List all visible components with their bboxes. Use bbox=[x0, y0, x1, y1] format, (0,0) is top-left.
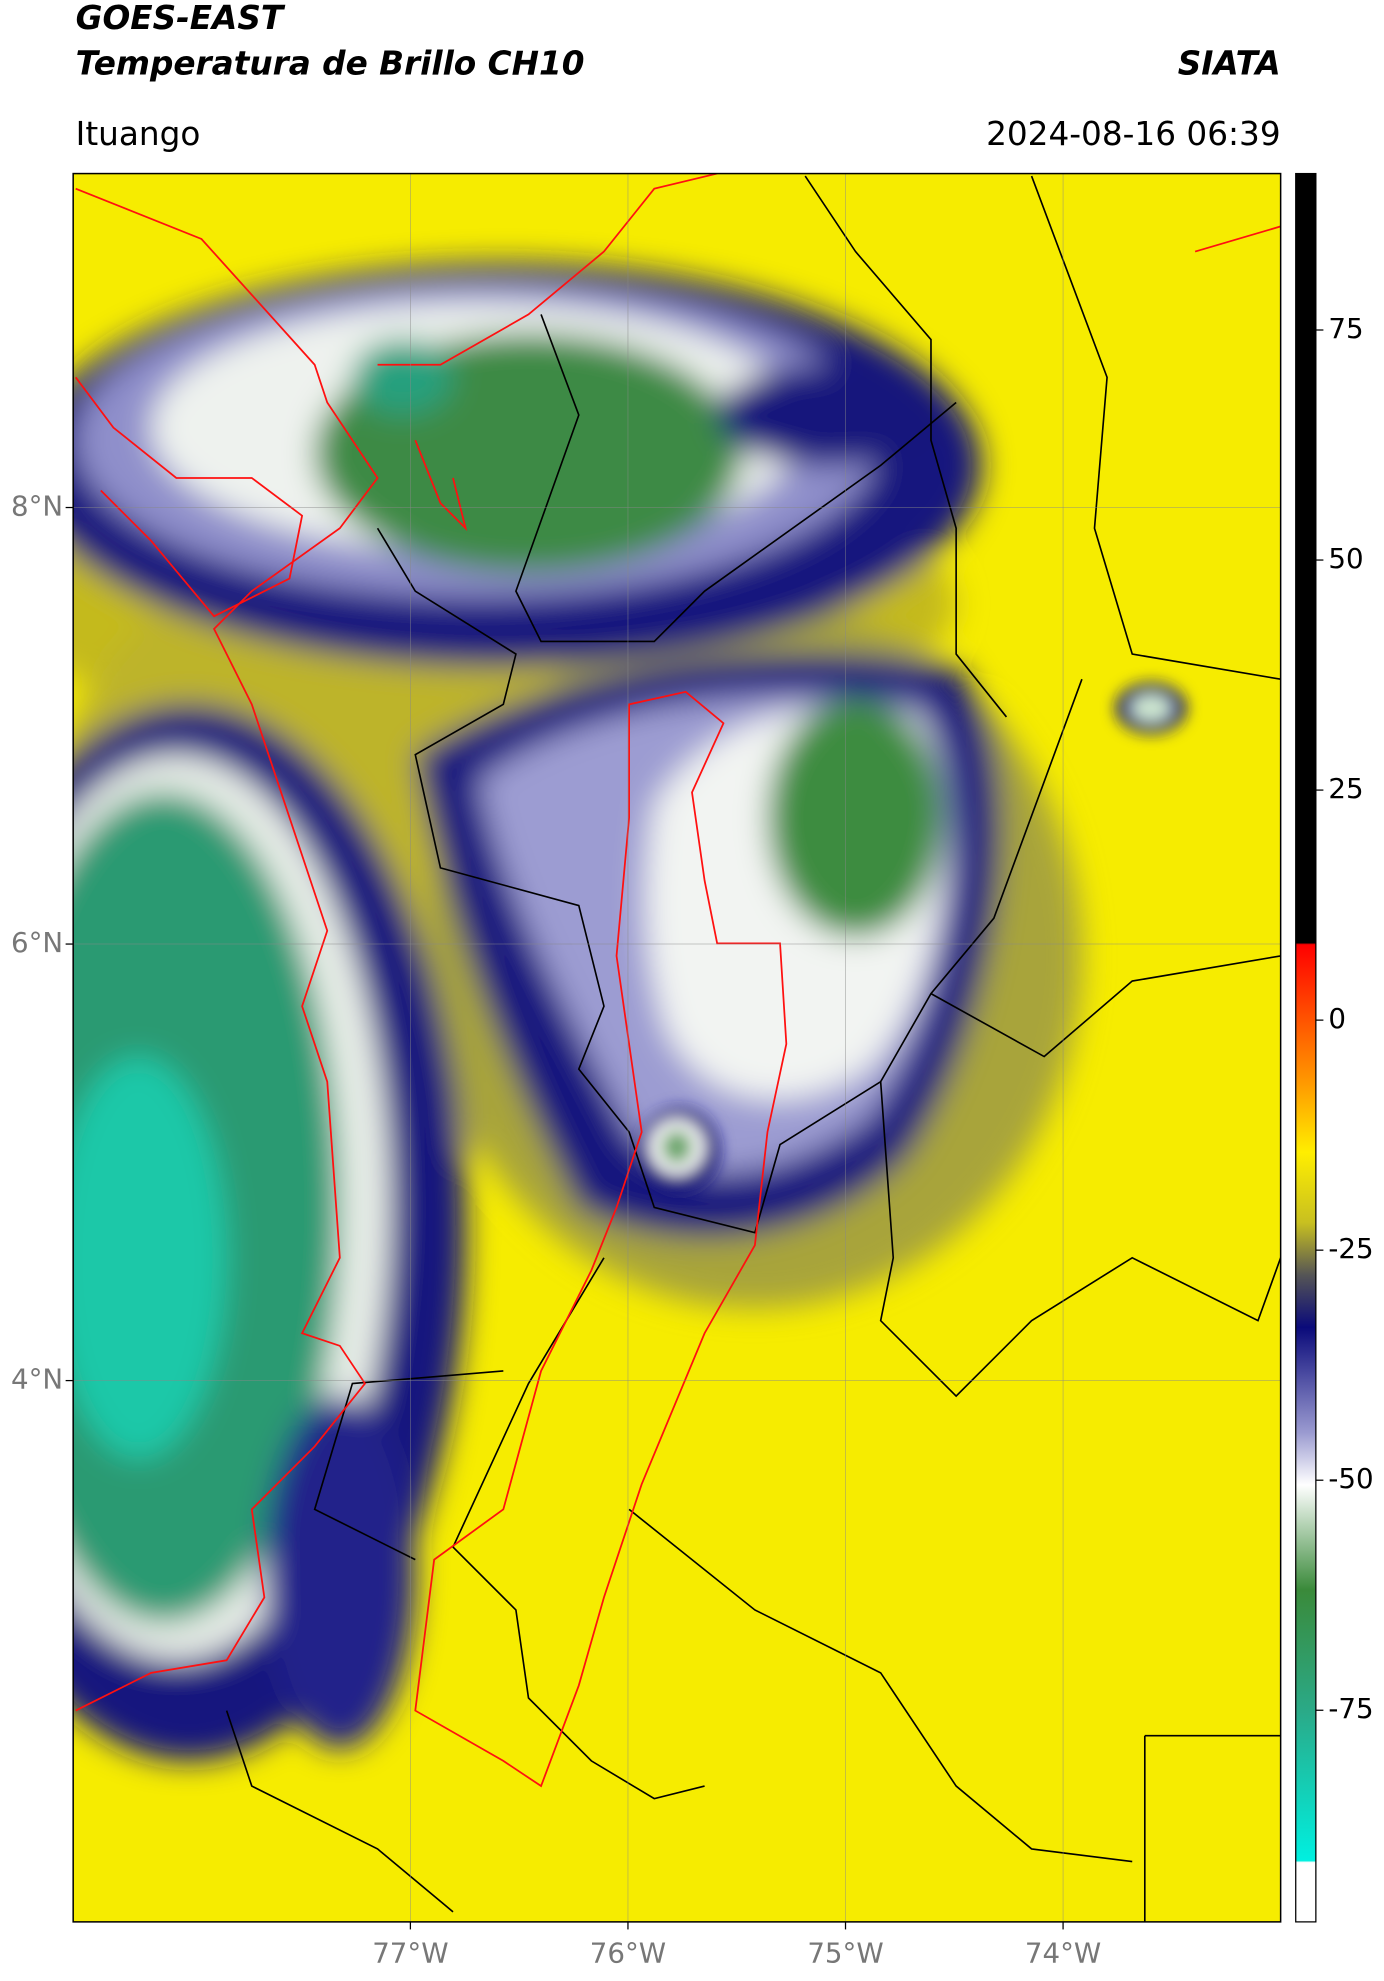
colorbar-tick-label: 50 bbox=[1328, 542, 1363, 575]
colorbar bbox=[1295, 172, 1317, 1923]
x-tick-label: 77°W bbox=[372, 1937, 448, 1970]
source: SIATA bbox=[1178, 44, 1281, 82]
colorbar-tick-label: -75 bbox=[1328, 1692, 1373, 1725]
region: Ituango bbox=[76, 115, 201, 153]
y-tick-label: 8°N bbox=[11, 490, 63, 523]
colorbar-tick-label: -50 bbox=[1328, 1462, 1373, 1495]
y-tick-label: 4°N bbox=[11, 1363, 63, 1396]
colorbar-tick-label: 25 bbox=[1328, 772, 1363, 805]
x-tick-label: 76°W bbox=[590, 1937, 666, 1970]
timestamp: 2024-08-16 06:39 bbox=[986, 115, 1281, 153]
subtitle: Temperatura de Brillo CH10 bbox=[76, 44, 585, 82]
title: GOES-EAST bbox=[76, 0, 286, 37]
colorbar-tick-label: -25 bbox=[1328, 1232, 1373, 1265]
colorbar-tick-label: 75 bbox=[1328, 312, 1363, 345]
grid bbox=[73, 173, 1281, 1922]
colorbar-tick-label: 0 bbox=[1328, 1002, 1346, 1035]
y-tick-label: 6°N bbox=[11, 926, 63, 959]
x-tick-label: 75°W bbox=[807, 1937, 883, 1970]
map-frame bbox=[72, 172, 1282, 1923]
x-tick-label: 74°W bbox=[1025, 1937, 1101, 1970]
satellite-image bbox=[73, 173, 1281, 1922]
